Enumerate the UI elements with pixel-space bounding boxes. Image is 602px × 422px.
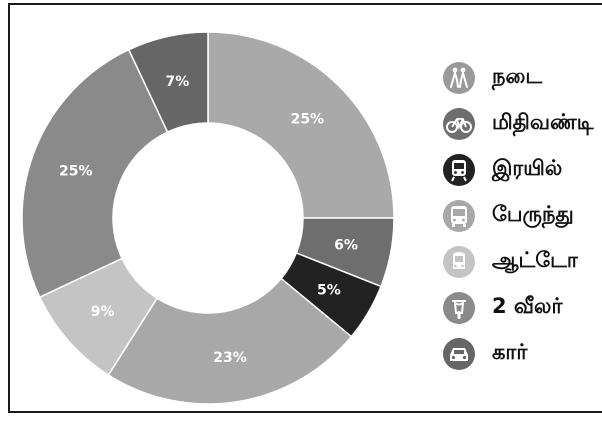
legend-label: 2 வீலர் <box>492 294 563 318</box>
slice-label: 6% <box>334 237 358 253</box>
donut-slice <box>207 31 395 219</box>
legend-label: மிதிவண்டி <box>492 110 594 134</box>
legend-label: நடை <box>492 64 543 88</box>
bus-icon <box>442 199 476 233</box>
legend-item-auto: ஆட்டோ <box>442 244 602 280</box>
auto-rickshaw-icon <box>442 245 476 279</box>
legend-label: பேருந்து <box>492 202 574 226</box>
legend-label: இரயில் <box>492 156 563 180</box>
car-icon <box>442 337 476 371</box>
legend-item-car: கார் <box>442 336 602 372</box>
legend-item-walking: நடை <box>442 60 602 96</box>
slice-label: 9% <box>91 304 115 320</box>
donut-slice <box>107 277 353 405</box>
slice-label: 25% <box>59 163 93 179</box>
bicycle-icon <box>442 107 476 141</box>
donut-slice <box>127 31 209 134</box>
legend-item-bicycle: மிதிவண்டி <box>442 106 602 142</box>
legend-item-two-wheeler: 2 வீலர் <box>442 290 602 326</box>
two-wheeler-icon <box>442 291 476 325</box>
slice-label: 25% <box>291 112 325 128</box>
slice-label: 5% <box>317 283 341 299</box>
legend-label: ஆட்டோ <box>492 248 578 272</box>
train-icon <box>442 153 476 187</box>
slice-label: 7% <box>165 74 189 90</box>
legend-label: கார் <box>492 340 528 364</box>
donut-slice <box>21 48 169 299</box>
legend-item-bus: பேருந்து <box>442 198 602 234</box>
legend-item-train: இரயில் <box>442 152 602 188</box>
slice-label: 23% <box>213 350 247 366</box>
walking-people-icon <box>442 61 476 95</box>
chart-frame <box>8 3 602 413</box>
